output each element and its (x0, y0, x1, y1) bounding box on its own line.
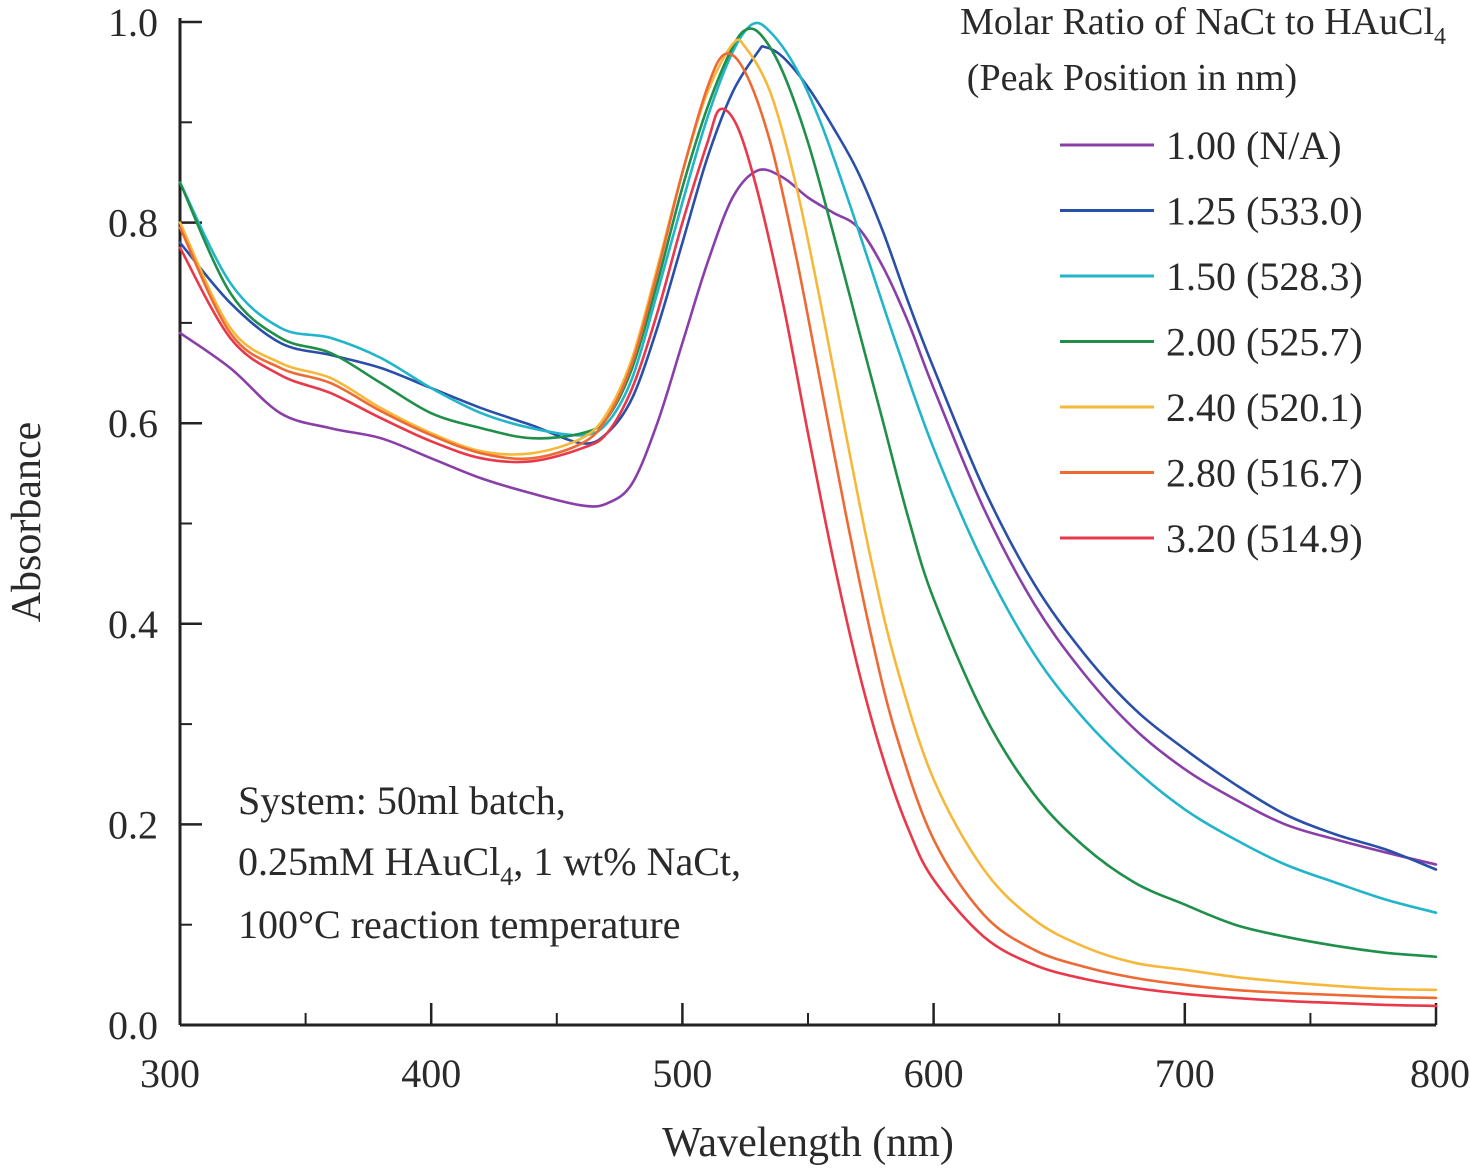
series-lines (178, 21, 1438, 1008)
series-line-2 (178, 45, 1438, 871)
x-tick-label: 700 (1155, 1051, 1215, 1096)
legend-label-3: 1.50 (528.3) (1166, 254, 1363, 299)
legend-label-2: 1.25 (533.0) (1166, 189, 1363, 234)
legend-title-line1: Molar Ratio of NaCt to HAuCl4 (960, 1, 1446, 50)
legend-title-line2: (Peak Position in nm) (967, 57, 1297, 99)
note-line-2: 0.25mM HAuCl4, 1 wt% NaCt, (238, 839, 741, 891)
legend-items: 1.00 (N/A) 1.25 (533.0) 1.50 (528.3) 2.00 (… (1060, 123, 1363, 561)
x-tick-label: 800 (1410, 1051, 1470, 1096)
legend-label-7: 3.20 (514.9) (1166, 516, 1363, 561)
experiment-note: System: 50ml batch, 0.25mM HAuCl4, 1 wt%… (238, 778, 741, 947)
legend: Molar Ratio of NaCt to HAuCl4 (Peak Posi… (960, 1, 1446, 561)
series-line-7 (178, 107, 1438, 1008)
series-line-3 (178, 21, 1438, 914)
note-line-1: System: 50ml batch, (238, 778, 566, 823)
series-line-6 (178, 52, 1438, 1000)
y-tick-label: 0.4 (108, 602, 158, 647)
y-tick-label: 0.8 (108, 201, 158, 246)
x-tick-label: 400 (401, 1051, 461, 1096)
x-tick-label: 300 (140, 1051, 200, 1096)
x-tick-label: 600 (904, 1051, 964, 1096)
y-tick-label: 0.6 (108, 401, 158, 446)
x-tick-label: 500 (652, 1051, 712, 1096)
legend-label-6: 2.80 (516.7) (1166, 451, 1363, 496)
series-line-1 (178, 168, 1438, 866)
y-tick-label: 0.0 (108, 1003, 158, 1048)
y-tick-label: 1.0 (108, 0, 158, 45)
y-axis-title: Absorbance (4, 422, 50, 623)
legend-label-1: 1.00 (N/A) (1166, 123, 1342, 168)
y-tick-label: 0.2 (108, 802, 158, 847)
legend-label-5: 2.40 (520.1) (1166, 385, 1363, 430)
series-line-4 (178, 27, 1438, 959)
legend-label-4: 2.00 (525.7) (1166, 320, 1363, 365)
note-line-3: 100°C reaction temperature (238, 902, 680, 947)
series-line-5 (178, 38, 1438, 992)
x-axis-title: Wavelength (nm) (662, 1120, 954, 1166)
